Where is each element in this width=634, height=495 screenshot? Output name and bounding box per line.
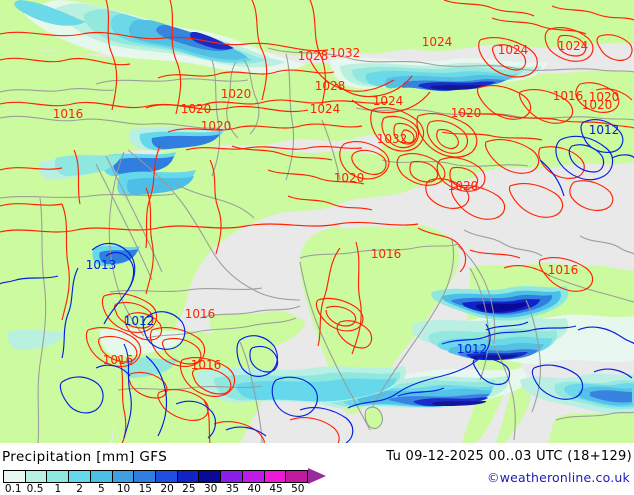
colorbar-tick-10: 10 bbox=[116, 483, 131, 495]
legend-title: Precipitation [mm] GFS bbox=[2, 449, 168, 465]
colorbar[interactable] bbox=[3, 468, 326, 484]
isobar-label-1016-24: 1016 bbox=[103, 353, 134, 367]
precipitation-mediterranean bbox=[38, 126, 228, 197]
isobar-label-1032-7: 1032 bbox=[330, 46, 361, 60]
isobar-label-1020-1: 1020 bbox=[181, 102, 212, 116]
isobar-label-1016-20: 1016 bbox=[371, 247, 402, 261]
colorbar-swatches[interactable] bbox=[3, 470, 308, 483]
isobar-low-layer bbox=[0, 119, 634, 443]
colorbar-swatch-3 bbox=[69, 471, 91, 482]
colorbar-swatch-4 bbox=[90, 471, 113, 482]
isobar-label-1016-16: 1016 bbox=[553, 89, 584, 103]
isobar-label-1024-12: 1024 bbox=[498, 43, 529, 57]
isobar-label-1020-2: 1020 bbox=[221, 87, 252, 101]
colorbar-swatch-10 bbox=[221, 471, 243, 482]
colorbar-tick-25: 25 bbox=[182, 483, 196, 495]
isobar-label-1020-4: 1020 bbox=[334, 171, 365, 185]
isobar-label-1020-18: 1020 bbox=[582, 98, 613, 112]
colorbar-swatch-9 bbox=[199, 471, 222, 482]
isobar-label-1012-27: 1012 bbox=[457, 342, 488, 356]
map-canvas[interactable]: 1016 1020 1020 1020 1020 1028 1028 1032 1024 1024… bbox=[0, 0, 634, 443]
isobar-label-1016-0: 1016 bbox=[53, 107, 84, 121]
isobar-label-1024-9: 1024 bbox=[373, 94, 404, 108]
model-run-info: Tu 09-12-2025 00..03 UTC (18+129) bbox=[386, 449, 632, 464]
colorbar-swatch-6 bbox=[134, 471, 157, 482]
isobar-label-1028-6: 1028 bbox=[315, 79, 346, 93]
colorbar-swatch-8 bbox=[177, 471, 200, 482]
isobar-label-1020-15: 1020 bbox=[448, 179, 479, 193]
isobar-label-1012-19: 1012 bbox=[589, 123, 620, 137]
colorbar-tick-2: 2 bbox=[76, 483, 83, 495]
colorbar-tick-0.1: 0.1 bbox=[4, 483, 22, 495]
isobar-label-1028-5: 1028 bbox=[298, 49, 329, 63]
isobar-label-1013-22: 1013 bbox=[86, 258, 117, 272]
colorbar-swatch-13 bbox=[286, 471, 308, 482]
isobar-label-1024-11: 1024 bbox=[422, 35, 453, 49]
isobar-label-1032-10: 1032 bbox=[377, 132, 408, 146]
borders-layer bbox=[0, 47, 634, 443]
isobar-label-1016-26: 1016 bbox=[191, 358, 222, 372]
colorbar-tick-45: 45 bbox=[269, 483, 283, 495]
map-graphic: 1016 102010201020102010281028103210241024… bbox=[0, 0, 634, 443]
colorbar-tick-30: 30 bbox=[203, 483, 218, 495]
colorbar-swatch-12 bbox=[264, 471, 287, 482]
colorbar-tick-35: 35 bbox=[225, 483, 240, 495]
isobar-label-1024-8: 1024 bbox=[310, 102, 341, 116]
colorbar-tick-5: 5 bbox=[98, 483, 105, 495]
isobar-label-1020-14: 1020 bbox=[451, 106, 482, 120]
isobar-label-group: 1016 102010201020102010281028103210241024… bbox=[53, 35, 620, 372]
isobar-high-layer bbox=[0, 0, 634, 443]
isobar-label-1020-17: 1020 bbox=[589, 90, 620, 104]
colorbar-swatch-7 bbox=[156, 471, 178, 482]
copyright-notice: ©weatheronline.co.uk bbox=[487, 470, 630, 485]
colorbar-overflow-arrow-icon bbox=[308, 468, 326, 484]
colorbar-tick-20: 20 bbox=[160, 483, 174, 495]
isobar-label-1024-13: 1024 bbox=[558, 39, 589, 53]
colorbar-swatch-1 bbox=[25, 471, 48, 482]
legend-bar: Precipitation [mm] GFS 0.1 0.5 1 2 5 10 15 20 25… bbox=[0, 443, 634, 495]
colorbar-swatch-5 bbox=[112, 471, 135, 482]
precipitation-red-sea bbox=[54, 154, 140, 266]
isobar-label-1016-25: 1016 bbox=[185, 307, 216, 321]
colorbar-tick-labels: 0.1 0.5 1 2 5 10 15 20 25 30 35 40 45 50 bbox=[0, 483, 330, 495]
isobar-label-1020-3: 1020 bbox=[201, 119, 232, 133]
colorbar-tick-40: 40 bbox=[247, 483, 261, 495]
precipitation-bay-of-bengal bbox=[431, 286, 569, 321]
isobar-label-1012-23: 1012 bbox=[124, 314, 155, 328]
colorbar-tick-50: 50 bbox=[291, 483, 305, 495]
colorbar-swatch-0 bbox=[4, 471, 26, 482]
precipitation-layer bbox=[7, 0, 634, 414]
colorbar-swatch-11 bbox=[242, 471, 265, 482]
isobar-label-1016-21: 1016 bbox=[548, 263, 579, 277]
precipitation-arabian-sea bbox=[196, 366, 406, 403]
colorbar-tick-15: 15 bbox=[138, 483, 152, 495]
colorbar-tick-1: 1 bbox=[54, 483, 62, 495]
colorbar-tick-0.5: 0.5 bbox=[26, 483, 44, 495]
colorbar-swatch-2 bbox=[47, 471, 70, 482]
